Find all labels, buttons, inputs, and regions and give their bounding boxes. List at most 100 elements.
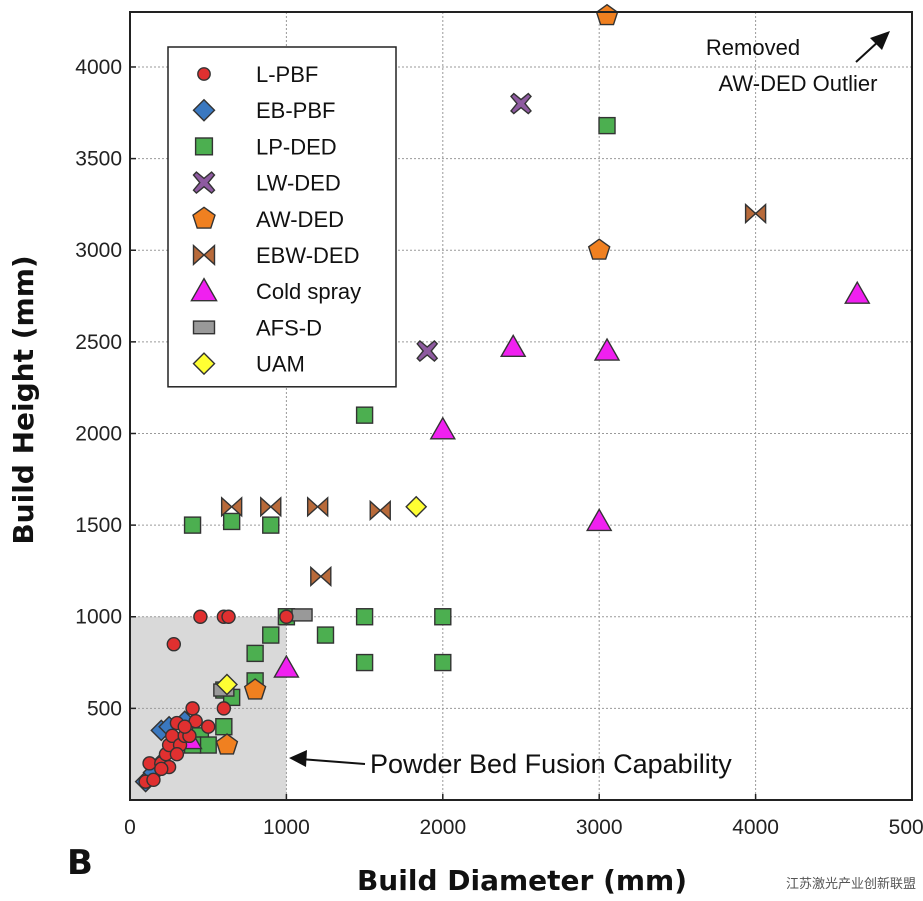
- data-point: [222, 512, 241, 531]
- outlier-annotation-line2: AW-DED Outlier: [719, 71, 878, 96]
- outlier-annotation-line1: Removed: [706, 35, 800, 60]
- data-point: [744, 203, 767, 225]
- y-tick-label: 3500: [75, 148, 122, 171]
- y-tick-label: 500: [87, 697, 122, 720]
- data-point: [355, 406, 374, 424]
- watermark: 江苏激光产业创新联盟: [786, 876, 916, 892]
- data-point: [183, 516, 202, 534]
- data-point: [355, 653, 374, 672]
- data-point: [598, 116, 616, 135]
- data-point: [215, 717, 233, 736]
- y-tick-label: 3000: [75, 239, 122, 262]
- data-point: [416, 340, 439, 362]
- legend-marker: [192, 206, 216, 229]
- data-point: [185, 701, 200, 716]
- data-point: [177, 719, 192, 734]
- data-point: [587, 238, 611, 260]
- x-axis-title: Build Diameter (mm): [357, 864, 687, 897]
- y-tick-label: 2000: [75, 422, 122, 445]
- data-point: [316, 626, 335, 644]
- data-point: [273, 654, 300, 678]
- legend-marker: [192, 320, 216, 335]
- legend-entry: Cold spray: [190, 277, 361, 304]
- region-label: Powder Bed Fusion Capability: [370, 749, 732, 779]
- tick-labels: 0 1000 2000 3000 4000 5000 500 1000 1500 2000 2500…: [75, 56, 923, 839]
- data-point: [279, 609, 294, 624]
- data-point: [166, 637, 181, 652]
- data-point: [193, 609, 208, 624]
- legend-label: UAM: [256, 352, 305, 377]
- data-point: [369, 499, 391, 522]
- legend-entry: EB-PBF: [192, 98, 335, 123]
- data-point: [215, 733, 239, 755]
- data-point: [220, 496, 243, 518]
- x-tick-label: 4000: [732, 816, 779, 839]
- x-tick-label: 0: [124, 816, 136, 839]
- data-point: [216, 701, 232, 716]
- legend-entry: AFS-D: [192, 315, 322, 340]
- x-tick-label: 5000: [889, 816, 923, 839]
- series-ebw-ded: [220, 203, 767, 587]
- data-point: [200, 719, 216, 734]
- y-tick-label: 1500: [75, 514, 122, 537]
- series-l-pbf: [138, 609, 294, 789]
- data-point: [221, 609, 236, 624]
- data-point: [169, 746, 185, 762]
- legend-entry: AW-DED: [192, 206, 344, 232]
- x-tick-label: 2000: [419, 816, 466, 839]
- legend-label: LW-DED: [256, 171, 341, 196]
- legend-entry: EBW-DED: [192, 243, 360, 268]
- data-point: [429, 416, 457, 440]
- data-point: [434, 653, 452, 672]
- data-point: [405, 495, 428, 518]
- y-tick-label: 4000: [75, 56, 122, 79]
- legend-marker: [192, 98, 216, 122]
- data-point: [262, 626, 280, 644]
- y-axis-title: Build Height (mm): [7, 255, 40, 544]
- data-point: [154, 761, 169, 777]
- legend-label: Cold spray: [256, 279, 361, 304]
- y-tick-label: 1000: [75, 606, 122, 629]
- legend-marker: [194, 137, 214, 156]
- panel-label: B: [67, 843, 93, 883]
- legend-marker: [192, 352, 216, 376]
- legend-label: AFS-D: [256, 315, 322, 340]
- data-point: [844, 280, 871, 304]
- legend-entry: L-PBF: [197, 62, 318, 87]
- data-point: [243, 678, 267, 700]
- series-uam: [215, 495, 428, 696]
- legend-label: LP-DED: [256, 134, 337, 159]
- data-point: [146, 772, 161, 788]
- legend-entry: LW-DED: [192, 171, 341, 196]
- legend-label: EBW-DED: [256, 243, 360, 268]
- data-point: [246, 644, 264, 663]
- data-point: [434, 608, 452, 626]
- data-point: [260, 496, 282, 518]
- data-point: [510, 92, 532, 115]
- legend-marker: [192, 171, 216, 195]
- y-tick-label: 2500: [75, 331, 122, 354]
- legend-label: AW-DED: [256, 207, 344, 232]
- data-point: [310, 565, 332, 587]
- region-arrow-icon: [289, 750, 366, 767]
- legend-label: L-PBF: [256, 62, 318, 87]
- legend-marker: [190, 277, 218, 302]
- data-point: [595, 3, 619, 26]
- data-points: [134, 3, 871, 793]
- data-point: [262, 516, 280, 534]
- data-point: [355, 608, 374, 626]
- legend-marker: [197, 67, 211, 81]
- legend-entry: LP-DED: [194, 134, 337, 159]
- series-aw-ded: [215, 3, 619, 755]
- data-point: [306, 496, 329, 518]
- outlier-arrow-icon: [855, 31, 890, 63]
- data-point: [499, 333, 527, 358]
- legend-marker: [192, 243, 216, 267]
- data-point: [593, 337, 621, 361]
- legend-entry: UAM: [192, 352, 305, 377]
- data-point: [585, 508, 613, 532]
- x-tick-label: 1000: [263, 816, 310, 839]
- legend-label: EB-PBF: [256, 98, 335, 123]
- data-point: [199, 736, 217, 754]
